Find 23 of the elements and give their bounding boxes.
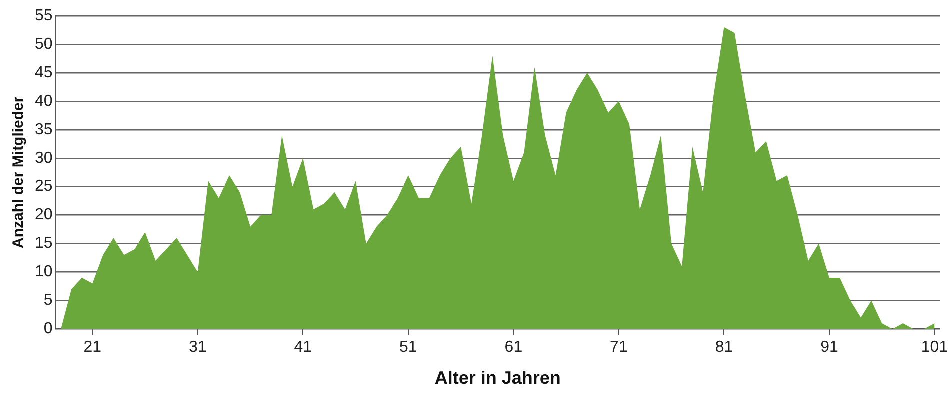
x-tick-label: 61 (504, 339, 523, 356)
x-tick-label: 101 (921, 339, 948, 356)
y-tick-label: 20 (35, 206, 53, 224)
x-tick-label: 91 (820, 339, 838, 356)
y-tick-label: 55 (35, 7, 53, 24)
y-tick-label: 45 (35, 64, 53, 82)
y-tick-label: 40 (35, 92, 53, 110)
y-axis-title: Anzahl der Mitglieder (10, 96, 28, 248)
x-tick-label: 51 (400, 339, 418, 356)
y-tick-label: 25 (35, 178, 53, 196)
x-tick-label: 31 (189, 339, 207, 356)
y-tick-label: 50 (35, 36, 53, 53)
y-tick-label: 5 (44, 292, 53, 310)
y-tick-label: 10 (35, 264, 53, 281)
x-tick-label: 81 (715, 339, 734, 356)
x-axis-title: Alter in Jahren (434, 368, 561, 388)
y-tick-label: 30 (35, 150, 53, 167)
y-tick-label: 15 (35, 235, 53, 252)
x-tick-label: 71 (610, 339, 628, 356)
x-tick-label: 21 (84, 339, 102, 356)
y-tick-label: 35 (35, 121, 53, 138)
y-tick-label: 0 (44, 320, 53, 338)
x-tick-label: 41 (294, 339, 312, 356)
